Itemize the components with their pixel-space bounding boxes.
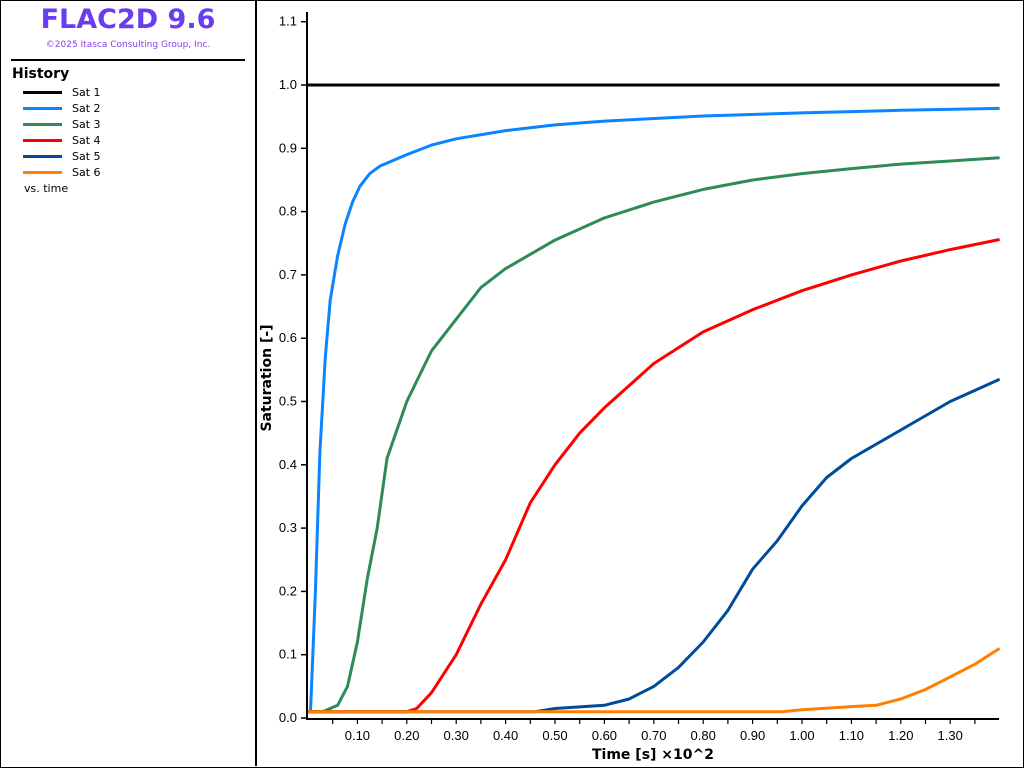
legend-swatch [23, 106, 62, 110]
series-line-sat-3 [308, 156, 1000, 714]
legend-swatch [23, 122, 62, 126]
y-tick-label: 1.0 [279, 77, 297, 92]
x-tick-label: 0.70 [641, 728, 666, 743]
x-tick-label: 0.90 [740, 728, 765, 743]
legend-label: Sat 4 [72, 133, 101, 147]
legend-label: Sat 3 [72, 117, 101, 131]
y-tick-label: 0.5 [279, 394, 297, 409]
legend-panel: FLAC2D 9.6 ©2025 Itasca Consulting Group… [0, 0, 257, 766]
y-tick-label: 0.9 [279, 140, 297, 155]
legend-swatch [23, 154, 62, 158]
legend-swatch [23, 170, 62, 174]
y-tick-label: 0.7 [279, 267, 297, 282]
series-line-sat-5 [308, 377, 1001, 714]
legend-label: Sat 5 [72, 149, 101, 163]
y-axis-label: Saturation [-] [259, 324, 275, 431]
copyright: ©2025 Itasca Consulting Group, Inc. [45, 40, 211, 50]
y-tick-label: 0.6 [279, 330, 297, 345]
series-line-sat-2 [308, 106, 1000, 714]
legend-swatch [23, 138, 62, 142]
legend-item: Sat 2 [23, 101, 101, 115]
series-line-sat-6 [308, 647, 1001, 714]
series-line-sat-4 [308, 238, 1000, 714]
legend-label: Sat 1 [72, 85, 101, 99]
legend-footer: vs. time [24, 182, 69, 195]
app-title: FLAC2D 9.6 [40, 4, 216, 35]
y-tick-label: 0.3 [279, 520, 297, 535]
x-tick-label: 1.10 [839, 728, 864, 743]
x-tick-label: 0.20 [394, 728, 419, 743]
legend-heading: History [12, 66, 70, 82]
x-tick-label: 0.10 [345, 728, 370, 743]
legend-label: Sat 2 [72, 101, 101, 115]
x-tick-label: 0.50 [542, 728, 567, 743]
legend-item: Sat 6 [23, 165, 101, 179]
legend-label: Sat 6 [72, 165, 101, 179]
legend-item: Sat 3 [23, 117, 101, 131]
x-tick-label: 1.00 [789, 728, 814, 743]
x-axis-label: Time [s] ×10^2 [592, 747, 714, 763]
y-tick-label: 0.1 [279, 647, 297, 662]
y-tick-label: 0.2 [279, 583, 297, 598]
divider [11, 59, 245, 61]
legend-item: Sat 5 [23, 149, 101, 163]
legend-item: Sat 4 [23, 133, 101, 147]
y-tick-label: 0.8 [279, 204, 297, 219]
legend-swatch [23, 90, 62, 94]
x-tick-label: 0.60 [592, 728, 617, 743]
x-tick-label: 0.40 [493, 728, 518, 743]
x-tick-label: 1.30 [938, 728, 963, 743]
y-tick-label: 0.0 [279, 710, 297, 725]
legend-item: Sat 1 [23, 85, 101, 99]
x-tick-label: 1.20 [888, 728, 913, 743]
y-tick-label: 0.4 [279, 457, 297, 472]
y-tick-label: 1.1 [279, 14, 297, 29]
x-tick-label: 0.80 [691, 728, 716, 743]
x-tick-label: 0.30 [444, 728, 469, 743]
